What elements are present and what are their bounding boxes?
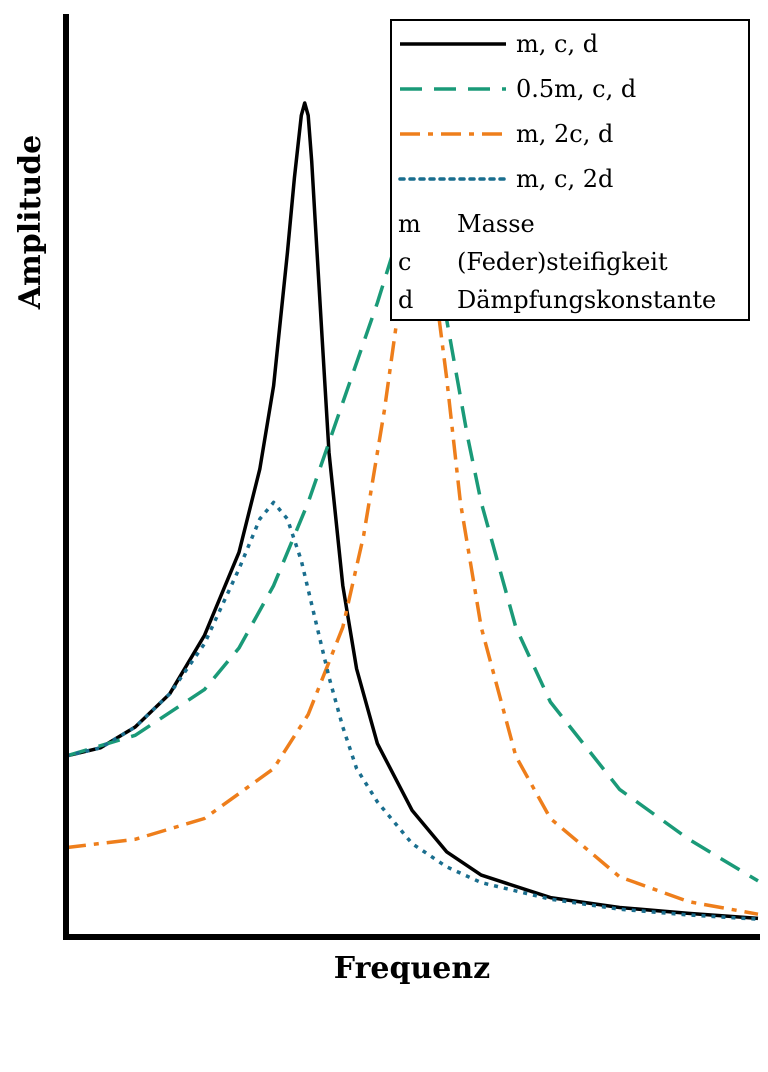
legend-label: 0.5m, c, d — [516, 75, 636, 103]
legend-entry: 0.5m, c, d — [400, 75, 636, 103]
legend-box — [390, 19, 750, 321]
legend-entry: m, c, d — [400, 30, 598, 58]
series-line-4 — [65, 500, 759, 921]
legend-symbol-key: m — [398, 210, 421, 238]
legend-entry: m, c, 2d — [398, 165, 613, 193]
legend-symbol-description: Dämpfungskonstante — [457, 286, 716, 314]
legend-symbol-description: Masse — [457, 210, 535, 238]
legend-symbol-key: c — [398, 248, 411, 276]
legend-symbol-key: d — [398, 286, 413, 314]
legend-symbol-description: (Feder)steifigkeit — [457, 248, 668, 276]
legend-label: m, 2c, d — [516, 120, 613, 148]
series-line-3 — [65, 217, 759, 916]
legend: m, c, d 0.5m, c, d m, 2c, d m, c, 2d m Masse… — [390, 19, 750, 321]
y-axis-label: Amplitude — [13, 135, 48, 311]
x-axis-label: Frequenz — [334, 951, 490, 986]
legend-entry: m, 2c, d — [400, 120, 613, 148]
series-line-1 — [65, 101, 759, 921]
legend-label: m, c, d — [516, 30, 598, 58]
legend-label: m, c, 2d — [516, 165, 613, 193]
